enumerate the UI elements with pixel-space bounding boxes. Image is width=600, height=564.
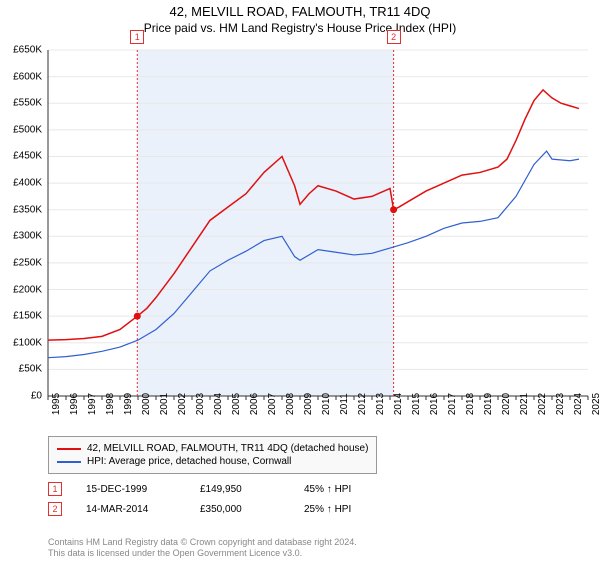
x-tick-label: 2021 <box>519 393 530 415</box>
sale-marker: 2 <box>48 502 62 516</box>
x-tick-label: 2015 <box>411 393 422 415</box>
x-tick-label: 2023 <box>555 393 566 415</box>
legend-item-hpi: HPI: Average price, detached house, Corn… <box>57 456 368 467</box>
x-tick-label: 2003 <box>195 393 206 415</box>
x-tick-label: 2008 <box>285 393 296 415</box>
x-tick-label: 2007 <box>267 393 278 415</box>
line-chart <box>48 50 588 396</box>
footer: Contains HM Land Registry data © Crown c… <box>48 537 357 560</box>
y-tick-label: £550K <box>2 98 42 109</box>
x-tick-label: 1996 <box>69 393 80 415</box>
x-tick-label: 2009 <box>303 393 314 415</box>
y-tick-label: £650K <box>2 45 42 56</box>
y-tick-label: £450K <box>2 151 42 162</box>
sale-price: £149,950 <box>200 484 280 495</box>
x-tick-label: 2025 <box>591 393 600 415</box>
sale-delta: 45% ↑ HPI <box>304 484 351 495</box>
x-tick-label: 1999 <box>123 393 134 415</box>
y-tick-label: £500K <box>2 124 42 135</box>
x-tick-label: 2001 <box>159 393 170 415</box>
x-tick-label: 1995 <box>51 393 62 415</box>
x-tick-label: 2017 <box>447 393 458 415</box>
x-tick-label: 2018 <box>465 393 476 415</box>
y-tick-label: £250K <box>2 257 42 268</box>
x-tick-label: 2004 <box>213 393 224 415</box>
legend-label: HPI: Average price, detached house, Corn… <box>87 456 291 467</box>
sale-row-1: 1 15-DEC-1999 £149,950 45% ↑ HPI <box>48 482 351 496</box>
footer-line-2: This data is licensed under the Open Gov… <box>48 548 357 560</box>
chart-area: £0£50K£100K£150K£200K£250K£300K£350K£400… <box>48 50 588 396</box>
legend-label: 42, MELVILL ROAD, FALMOUTH, TR11 4DQ (de… <box>87 443 368 454</box>
y-tick-label: £200K <box>2 284 42 295</box>
y-tick-label: £600K <box>2 71 42 82</box>
sale-date: 14-MAR-2014 <box>86 504 176 515</box>
sale-price: £350,000 <box>200 504 280 515</box>
sale-delta: 25% ↑ HPI <box>304 504 351 515</box>
x-tick-label: 2014 <box>393 393 404 415</box>
x-tick-label: 1997 <box>87 393 98 415</box>
sale-marker-chart: 2 <box>387 30 401 44</box>
x-tick-label: 2019 <box>483 393 494 415</box>
legend: 42, MELVILL ROAD, FALMOUTH, TR11 4DQ (de… <box>48 436 377 474</box>
legend-item-property: 42, MELVILL ROAD, FALMOUTH, TR11 4DQ (de… <box>57 443 368 454</box>
sale-date: 15-DEC-1999 <box>86 484 176 495</box>
sale-row-2: 2 14-MAR-2014 £350,000 25% ↑ HPI <box>48 502 351 516</box>
chart-subtitle: Price paid vs. HM Land Registry's House … <box>0 21 600 35</box>
y-tick-label: £50K <box>2 364 42 375</box>
chart-container: 42, MELVILL ROAD, FALMOUTH, TR11 4DQ Pri… <box>0 4 600 564</box>
x-tick-label: 2006 <box>249 393 260 415</box>
x-tick-label: 2010 <box>321 393 332 415</box>
x-tick-label: 2022 <box>537 393 548 415</box>
y-tick-label: £300K <box>2 231 42 242</box>
x-tick-label: 2005 <box>231 393 242 415</box>
x-tick-label: 2000 <box>141 393 152 415</box>
y-tick-label: £150K <box>2 311 42 322</box>
x-tick-label: 2020 <box>501 393 512 415</box>
legend-swatch <box>57 461 81 463</box>
x-tick-label: 2011 <box>339 393 350 415</box>
x-tick-label: 2002 <box>177 393 188 415</box>
y-tick-label: £350K <box>2 204 42 215</box>
x-tick-label: 2024 <box>573 393 584 415</box>
legend-swatch <box>57 448 81 450</box>
y-tick-label: £100K <box>2 337 42 348</box>
sale-marker: 1 <box>48 482 62 496</box>
y-tick-label: £0 <box>2 391 42 402</box>
sale-marker-chart: 1 <box>130 30 144 44</box>
x-tick-label: 1998 <box>105 393 116 415</box>
chart-title: 42, MELVILL ROAD, FALMOUTH, TR11 4DQ <box>0 4 600 19</box>
y-tick-label: £400K <box>2 178 42 189</box>
x-tick-label: 2016 <box>429 393 440 415</box>
footer-line-1: Contains HM Land Registry data © Crown c… <box>48 537 357 549</box>
x-tick-label: 2013 <box>375 393 386 415</box>
x-tick-label: 2012 <box>357 393 368 415</box>
